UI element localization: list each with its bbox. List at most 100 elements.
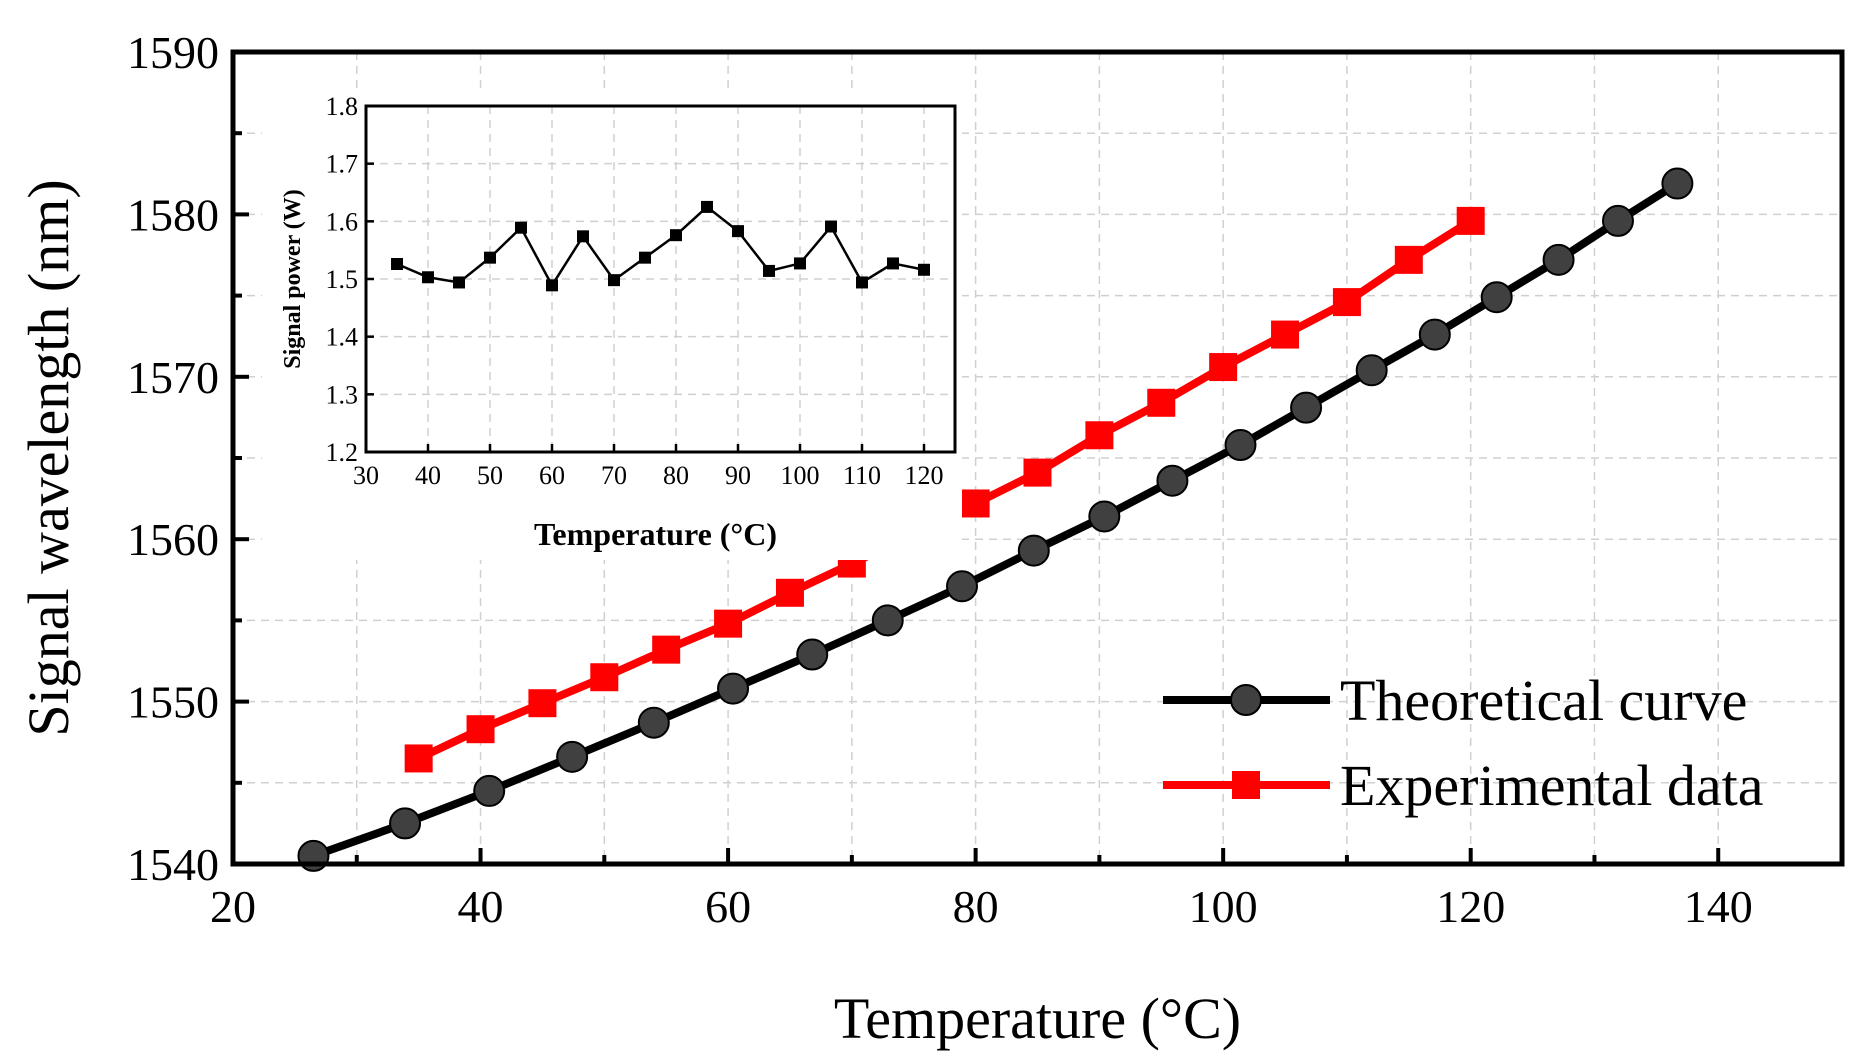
- data-point-theoretical: [1355, 354, 1388, 387]
- inset-x-tick-label: 90: [725, 461, 751, 490]
- legend-label-theoretical: Theoretical curve: [1340, 668, 1747, 733]
- main-x-axis-title: Temperature (°C): [834, 986, 1241, 1051]
- main-x-tick-label: 20: [210, 881, 256, 932]
- inset-data-point: [701, 200, 713, 213]
- inset-x-tick-label: 120: [905, 461, 944, 490]
- legend: Theoretical curve Experimental data: [1163, 668, 1764, 818]
- inset-y-tick-label: 1.8: [326, 92, 359, 121]
- data-point-experimental: [1147, 388, 1176, 417]
- main-y-tick-label: 1540: [127, 839, 219, 890]
- inset-ticks: 30 40 50 60 70 80 90 100 110 120 1.2 1.3 1.4 1.5 1.6 1.…: [326, 92, 944, 490]
- data-point-theoretical: [1418, 318, 1451, 351]
- inset-x-tick-label: 40: [415, 461, 441, 490]
- inset-data-point: [546, 279, 558, 292]
- data-point-theoretical: [1017, 534, 1050, 567]
- main-x-tick-label: 80: [953, 881, 999, 932]
- inset-y-tick-label: 1.7: [326, 150, 359, 179]
- legend-entry-experimental: Experimental data: [1163, 753, 1764, 818]
- data-point-theoretical: [556, 740, 589, 773]
- main-y-axis-title: Signal wavelength (nm): [16, 179, 81, 736]
- data-point-theoretical: [1088, 500, 1121, 533]
- data-point-theoretical: [871, 604, 904, 637]
- data-point-theoretical: [1661, 167, 1694, 200]
- data-point-theoretical: [1542, 243, 1575, 276]
- main-x-tick-label: 140: [1684, 881, 1753, 932]
- data-point-theoretical: [1156, 464, 1189, 497]
- inset-background: [262, 90, 962, 560]
- main-y-tick-label: 1560: [127, 514, 219, 565]
- inset-data-point: [794, 257, 806, 270]
- data-point-experimental: [1209, 353, 1238, 382]
- inset-x-tick-label: 60: [539, 461, 565, 490]
- inset-data-point: [918, 263, 930, 276]
- inset-x-tick-label: 110: [843, 461, 881, 490]
- main-y-tick-label: 1580: [127, 189, 219, 240]
- inset-y-tick-label: 1.6: [326, 207, 359, 236]
- data-point-theoretical: [717, 672, 750, 705]
- data-point-experimental: [652, 635, 681, 664]
- data-point-experimental: [590, 663, 619, 692]
- legend-marker-theoretical: [1230, 684, 1262, 716]
- inset-data-point: [422, 271, 434, 284]
- inset-data-point: [732, 225, 744, 238]
- data-point-experimental: [1394, 245, 1423, 274]
- inset-x-tick-label: 50: [477, 461, 503, 490]
- inset-series: [391, 200, 930, 292]
- data-point-theoretical: [1290, 391, 1323, 424]
- inset-x-tick-label: 30: [353, 461, 379, 490]
- legend-label-experimental: Experimental data: [1340, 753, 1764, 818]
- inset-data-point: [391, 258, 403, 271]
- data-point-experimental: [1271, 320, 1300, 349]
- data-point-theoretical: [796, 638, 829, 671]
- main-series: [297, 167, 1694, 872]
- inset-data-point: [670, 229, 682, 242]
- inset-data-point: [577, 230, 589, 243]
- inset-data-point: [515, 221, 527, 234]
- inset-plot: 30 40 50 60 70 80 90 100 110 120 1.2 1.3 1.4 1.5 1.6 1.…: [262, 90, 962, 560]
- inset-data-point: [825, 220, 837, 233]
- data-point-theoretical: [473, 774, 506, 807]
- data-point-experimental: [961, 489, 990, 518]
- main-plot: 20 40 60 80 100 120 140 1540 1550 1560 1570 1580 159…: [16, 27, 1845, 1051]
- data-point-theoretical: [946, 570, 979, 603]
- data-point-experimental: [775, 578, 804, 607]
- inset-data-point: [763, 264, 775, 277]
- data-point-experimental: [466, 715, 495, 744]
- inset-x-tick-label: 100: [781, 461, 820, 490]
- data-point-theoretical: [1601, 204, 1634, 237]
- legend-entry-theoretical: Theoretical curve: [1163, 668, 1747, 733]
- inset-y-tick-label: 1.3: [326, 380, 359, 409]
- inset-y-tick-label: 1.5: [326, 265, 359, 294]
- inset-x-axis-title: Temperature (°C): [534, 516, 777, 552]
- legend-marker-experimental: [1232, 771, 1260, 799]
- data-point-theoretical: [389, 807, 422, 840]
- main-x-tick-label: 40: [458, 881, 504, 932]
- inset-data-point: [484, 251, 496, 264]
- main-plot-frame: [230, 49, 1845, 867]
- data-point-experimental: [528, 689, 557, 718]
- inset-x-tick-label: 80: [663, 461, 689, 490]
- main-ticks: 20 40 60 80 100 120 140 1540 1550 1560 1570 1580 159…: [127, 27, 1753, 932]
- data-point-theoretical: [1480, 281, 1513, 314]
- inset-x-tick-label: 70: [601, 461, 627, 490]
- main-y-tick-label: 1550: [127, 677, 219, 728]
- main-x-tick-label: 60: [705, 881, 751, 932]
- inset-data-point: [856, 276, 868, 289]
- data-point-experimental: [1332, 288, 1361, 317]
- main-y-tick-label: 1570: [127, 352, 219, 403]
- inset-plot-frame: [364, 104, 957, 454]
- inset-data-point: [608, 274, 620, 287]
- data-point-experimental: [404, 744, 433, 773]
- main-x-tick-label: 100: [1189, 881, 1258, 932]
- inset-y-tick-label: 1.2: [326, 438, 359, 467]
- data-point-experimental: [1085, 421, 1114, 450]
- data-point-theoretical: [637, 706, 670, 739]
- data-point-theoretical: [1224, 429, 1257, 462]
- inset-data-point: [453, 276, 465, 289]
- inset-y-axis-title: Signal power (W): [280, 189, 306, 369]
- inset-y-tick-label: 1.4: [326, 323, 359, 352]
- main-x-tick-label: 120: [1436, 881, 1505, 932]
- inset-data-point: [887, 257, 899, 270]
- data-point-experimental: [1456, 206, 1485, 235]
